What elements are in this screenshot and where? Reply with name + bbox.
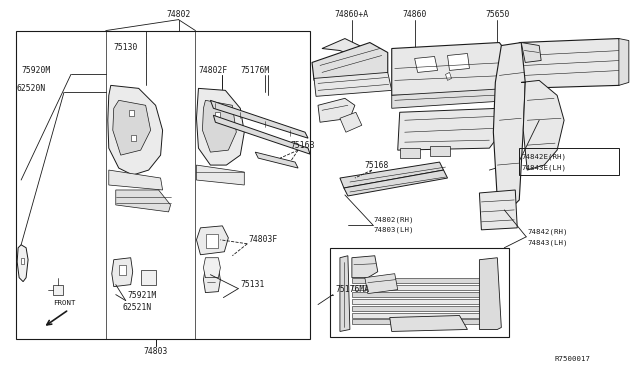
Polygon shape (204, 258, 220, 278)
Polygon shape (211, 100, 308, 138)
Polygon shape (109, 170, 163, 190)
Polygon shape (479, 258, 501, 330)
Polygon shape (352, 278, 497, 283)
Polygon shape (129, 110, 134, 116)
Polygon shape (352, 312, 497, 318)
Text: 62521N: 62521N (123, 303, 152, 312)
Polygon shape (116, 190, 171, 212)
Polygon shape (213, 115, 310, 154)
Polygon shape (131, 135, 136, 141)
Polygon shape (255, 152, 298, 168)
Text: 74843(LH): 74843(LH) (527, 240, 568, 246)
Polygon shape (314, 73, 392, 96)
Polygon shape (447, 54, 469, 70)
Polygon shape (521, 42, 541, 62)
Polygon shape (415, 57, 438, 73)
Polygon shape (53, 285, 63, 295)
Bar (330, 248, 509, 337)
Bar (16, 31, 310, 339)
Text: 74860: 74860 (403, 10, 427, 19)
Polygon shape (119, 265, 125, 275)
Polygon shape (207, 234, 218, 248)
Text: 75650: 75650 (485, 10, 509, 19)
Polygon shape (112, 258, 132, 286)
Polygon shape (519, 39, 624, 89)
Polygon shape (17, 245, 28, 282)
Polygon shape (322, 39, 380, 65)
Polygon shape (312, 42, 388, 82)
Text: 62520N: 62520N (16, 84, 45, 93)
Polygon shape (340, 256, 350, 331)
Polygon shape (479, 190, 517, 230)
Text: 75130: 75130 (114, 43, 138, 52)
Polygon shape (392, 42, 509, 95)
Polygon shape (202, 100, 236, 152)
Polygon shape (113, 100, 150, 155)
Text: 74803(LH): 74803(LH) (374, 227, 414, 233)
Text: 75921M: 75921M (128, 291, 157, 300)
Text: 75168: 75168 (365, 161, 389, 170)
Polygon shape (352, 305, 497, 311)
Text: 74842(RH): 74842(RH) (527, 228, 568, 235)
Text: 74802(RH): 74802(RH) (374, 217, 414, 223)
Polygon shape (352, 256, 378, 278)
Text: 74802: 74802 (166, 10, 191, 19)
Polygon shape (352, 292, 497, 296)
Polygon shape (318, 98, 355, 122)
Polygon shape (352, 285, 497, 290)
Polygon shape (445, 73, 451, 80)
Text: 74860+A: 74860+A (335, 10, 369, 19)
Text: 74803: 74803 (143, 347, 168, 356)
Text: 75131: 75131 (240, 280, 265, 289)
Polygon shape (390, 315, 467, 331)
Text: FRONT: FRONT (53, 299, 76, 305)
Polygon shape (392, 89, 513, 108)
Polygon shape (400, 148, 420, 158)
Polygon shape (352, 320, 497, 324)
Text: 75176M: 75176M (240, 66, 269, 75)
Text: 7516B: 7516B (290, 141, 314, 150)
Text: 75920M: 75920M (21, 66, 51, 75)
Polygon shape (340, 162, 444, 188)
Polygon shape (344, 170, 447, 196)
Polygon shape (619, 39, 629, 86)
Text: 74802F: 74802F (198, 66, 228, 75)
Text: R7500017: R7500017 (554, 356, 590, 362)
Polygon shape (521, 80, 564, 170)
Polygon shape (141, 270, 156, 285)
Polygon shape (204, 268, 220, 293)
Polygon shape (196, 165, 244, 185)
Polygon shape (365, 274, 397, 294)
Text: 74803F: 74803F (248, 235, 278, 244)
Polygon shape (352, 299, 497, 304)
Polygon shape (21, 258, 24, 264)
Text: 75176MA: 75176MA (335, 285, 369, 294)
Polygon shape (493, 42, 525, 210)
Text: 74842E(RH): 74842E(RH) (521, 154, 566, 160)
Polygon shape (216, 112, 220, 118)
Text: 74843E(LH): 74843E(LH) (521, 165, 566, 171)
Polygon shape (429, 146, 449, 156)
Polygon shape (196, 89, 244, 165)
Bar (519, 148, 619, 175)
Polygon shape (196, 226, 228, 255)
Polygon shape (340, 112, 362, 132)
Polygon shape (397, 108, 504, 150)
Polygon shape (108, 86, 163, 175)
